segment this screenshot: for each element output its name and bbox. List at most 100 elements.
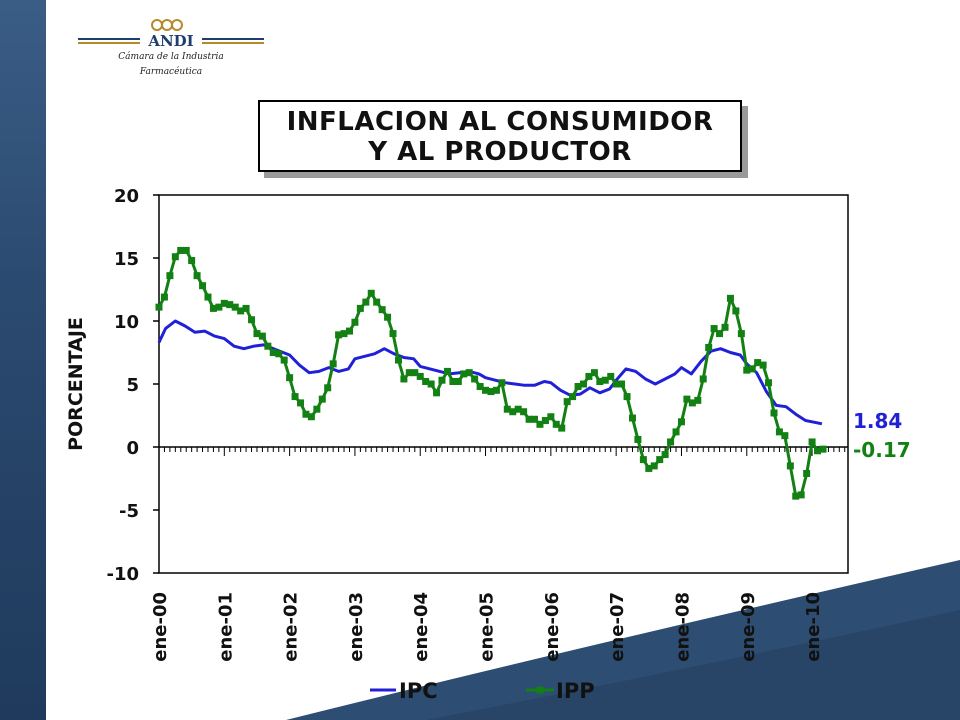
ipp-point xyxy=(389,330,397,338)
x-tick-label: ene-03 xyxy=(346,592,367,662)
ipp-point xyxy=(574,383,582,391)
ipp-point xyxy=(770,409,778,417)
ipp-point xyxy=(661,451,669,459)
x-tick-label: ene-08 xyxy=(672,592,693,662)
ipp-point xyxy=(373,298,381,306)
y-tick-label: 0 xyxy=(126,438,139,459)
ipp-point xyxy=(797,491,805,499)
ipp-point xyxy=(313,405,321,413)
ipp-point xyxy=(307,413,315,421)
ipp-point xyxy=(618,380,626,388)
ipp-point xyxy=(607,372,615,380)
ipp-point xyxy=(427,380,435,388)
ipp-point xyxy=(803,469,811,477)
ipp-point xyxy=(503,405,511,413)
ipp-point xyxy=(433,389,441,397)
ipp-point xyxy=(286,374,294,382)
ipp-point xyxy=(220,299,228,307)
x-tick-label: ene-09 xyxy=(738,592,759,662)
ipp-point xyxy=(552,420,560,428)
andi-logo: ANDI Cámara de la Industria Farmacéutica xyxy=(78,14,264,84)
ipp-point xyxy=(737,330,745,338)
ipp-point xyxy=(351,318,359,326)
ipp-point xyxy=(601,376,609,384)
ipp-point xyxy=(209,304,217,312)
ipp-point xyxy=(819,445,827,453)
series-line-ipc xyxy=(157,319,823,426)
ipp-point xyxy=(525,415,533,423)
ipp-point xyxy=(248,316,256,324)
y-axis-label: PORCENTAJE xyxy=(65,317,87,451)
ipp-point xyxy=(509,408,517,416)
ipp-point xyxy=(297,399,305,407)
ipp-point xyxy=(356,304,364,312)
ipp-point xyxy=(166,272,174,280)
ipp-point xyxy=(416,372,424,380)
ipp-point xyxy=(193,272,201,280)
ipp-point xyxy=(558,424,566,432)
ipp-point xyxy=(400,375,408,383)
ipp-point xyxy=(275,350,283,358)
ipp-point xyxy=(340,330,348,338)
legend-ipc-label: IPC xyxy=(399,679,438,703)
ipp-point xyxy=(688,399,696,407)
ipp-point xyxy=(498,379,506,387)
ipp-point xyxy=(536,420,544,428)
ipp-point xyxy=(346,327,354,335)
logo-subtitle-line2: Farmacéutica xyxy=(139,67,203,77)
ipp-point xyxy=(231,303,239,311)
andi-logo-brand: ANDI xyxy=(148,32,194,50)
ipp-point xyxy=(705,343,713,351)
ipp-point xyxy=(699,375,707,383)
ipp-point xyxy=(394,356,402,364)
ipp-point xyxy=(732,307,740,315)
x-tick-label: ene-00 xyxy=(150,592,171,662)
ipp-point xyxy=(775,428,783,436)
ipp-point xyxy=(721,323,729,331)
ipp-point xyxy=(443,367,451,375)
ipp-point xyxy=(748,365,756,373)
x-tick-label: ene-02 xyxy=(281,592,302,662)
ipp-point xyxy=(482,386,490,394)
ipp-point xyxy=(237,307,245,315)
ipp-point xyxy=(204,293,212,301)
y-tick-label: -10 xyxy=(106,564,139,585)
ipp-point xyxy=(814,447,822,455)
ipp-point xyxy=(792,492,800,500)
y-tick-label: 10 xyxy=(114,312,139,333)
ipp-point xyxy=(716,330,724,338)
ipp-point xyxy=(329,360,337,368)
ipp-point xyxy=(384,313,392,321)
ipp-point xyxy=(596,377,604,385)
ipp-point xyxy=(476,383,484,391)
ipp-point xyxy=(226,301,234,309)
ipp-point xyxy=(563,398,571,406)
ipp-point xyxy=(612,380,620,388)
ipp-point xyxy=(454,377,462,385)
chart-title-line2: Y AL PRODUCTOR xyxy=(368,137,632,167)
ipp-point xyxy=(335,331,343,339)
ipp-point xyxy=(258,332,266,340)
y-tick-label: -5 xyxy=(119,501,139,522)
ipp-point xyxy=(422,377,430,385)
ipp-point xyxy=(460,370,468,378)
ipp-point xyxy=(177,246,185,254)
ipp-point xyxy=(182,246,190,254)
ipp-point xyxy=(487,388,495,396)
chart-title-line1: INFLACION AL CONSUMIDOR xyxy=(286,107,714,137)
x-tick-label: ene-04 xyxy=(411,592,432,662)
ipp-point xyxy=(324,384,332,392)
ipp-point xyxy=(171,253,179,261)
ipp-point xyxy=(639,456,647,464)
ipp-point xyxy=(215,303,223,311)
x-tick-label: ene-05 xyxy=(477,592,498,662)
y-tick-label: 5 xyxy=(126,375,139,396)
ipp-point xyxy=(449,377,457,385)
ipp-point xyxy=(155,303,163,311)
ipp-point xyxy=(765,379,773,387)
ipp-point xyxy=(199,282,207,290)
ipp-point xyxy=(677,418,685,426)
ipp-point xyxy=(378,306,386,314)
ipp-point xyxy=(547,413,555,421)
ipp-point xyxy=(580,380,588,388)
